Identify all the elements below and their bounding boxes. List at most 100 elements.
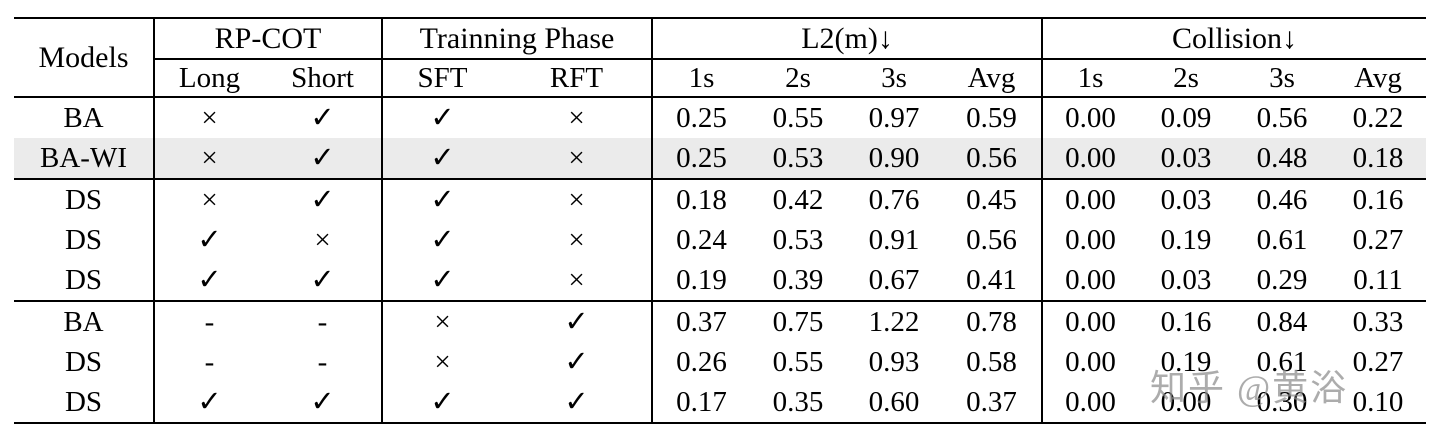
- data-cell: ✓: [197, 223, 222, 256]
- data-cell: 0.37: [652, 300, 750, 342]
- data-cell: 0.25: [676, 101, 727, 134]
- data-cell: ×: [201, 141, 218, 174]
- data-cell: 0.37: [942, 382, 1044, 423]
- data-cell: -: [154, 300, 264, 342]
- model-name-cell: DS: [14, 382, 155, 423]
- header-col-l2-3s: 3s: [846, 59, 942, 98]
- header-col-short: Short: [264, 59, 383, 98]
- data-cell: ×: [502, 178, 653, 220]
- data-cell: 0.27: [1352, 223, 1404, 256]
- data-cell: 0.16: [1138, 300, 1235, 342]
- data-cell: 0.67: [868, 263, 920, 296]
- data-cell: 0.56: [942, 220, 1044, 260]
- table-row: DS ✓ ✓ ✓ × 0.19 0.39 0.67 0.41 0.00 0.03 0.29 0.11: [14, 260, 1426, 301]
- data-cell: ✓: [430, 141, 455, 174]
- data-cell: 0.46: [1234, 178, 1331, 220]
- data-cell: 0.55: [772, 101, 824, 134]
- data-cell: -: [204, 345, 215, 378]
- data-cell: 0.53: [772, 223, 824, 256]
- header-col-sft: SFT: [382, 59, 502, 98]
- data-cell: 0.42: [750, 178, 846, 220]
- data-cell: 0.03: [1160, 141, 1212, 174]
- data-cell: ×: [502, 220, 653, 260]
- data-cell: ×: [434, 345, 451, 378]
- header-col-l2-2s: 2s: [750, 59, 846, 98]
- data-cell: ×: [382, 300, 502, 342]
- data-cell: 0.75: [750, 300, 846, 342]
- data-cell: 0.11: [1353, 263, 1403, 296]
- header-group-row: Models RP-COT Trainning Phase L2(m)↓ Col…: [14, 18, 1427, 98]
- data-cell: 0.56: [1256, 101, 1308, 134]
- data-cell: 0.03: [1160, 263, 1212, 296]
- model-name-cell: DS: [14, 178, 155, 220]
- results-table: Models RP-COT Trainning Phase L2(m)↓ Col…: [14, 17, 1427, 424]
- data-cell: 0.19: [1160, 345, 1212, 378]
- header-group-training-phase: Trainning Phase: [382, 18, 653, 60]
- data-cell: ✓: [502, 342, 653, 382]
- table-row: DS ✓ ✓ ✓ ✓ 0.17 0.35 0.60 0.37 0.00 0.00 0.30 0.10: [14, 382, 1426, 423]
- data-cell: 0.35: [772, 385, 824, 418]
- data-cell: 0.00: [1065, 101, 1116, 134]
- header-col-col-2s: 2s: [1138, 59, 1235, 98]
- data-cell: 0.61: [1256, 345, 1308, 378]
- data-cell: ✓: [264, 97, 383, 138]
- data-cell: ✓: [430, 263, 455, 296]
- data-cell: 0.76: [846, 178, 942, 220]
- header-group-l2: L2(m)↓: [652, 18, 1044, 60]
- model-name-cell: DS: [14, 220, 155, 260]
- header-col-col-1s: 1s: [1042, 59, 1139, 98]
- data-cell: 0.91: [868, 223, 920, 256]
- header-col-l2-1s: 1s: [652, 59, 750, 98]
- data-cell: ✓: [430, 223, 455, 256]
- data-cell: 0.19: [1160, 223, 1212, 256]
- data-cell: 0.22: [1352, 101, 1404, 134]
- data-cell: ×: [154, 178, 264, 220]
- data-cell: 0.00: [1065, 141, 1116, 174]
- table-row: DS × ✓ ✓ × 0.18 0.42 0.76 0.45 0.00 0.03 0.46 0.16: [14, 178, 1427, 220]
- data-cell: 0.29: [1256, 263, 1308, 296]
- header-models: Models: [14, 18, 155, 98]
- data-cell: 1.22: [846, 300, 942, 342]
- data-cell: ✓: [430, 101, 455, 134]
- data-cell: 0.93: [868, 345, 920, 378]
- data-cell: ×: [502, 138, 653, 179]
- data-cell: 0.45: [942, 178, 1044, 220]
- header-group-rpcot: RP-COT: [154, 18, 383, 60]
- data-cell: 0.78: [942, 300, 1044, 342]
- header-col-col-3s: 3s: [1234, 59, 1331, 98]
- table-row: BA - - × ✓ 0.37 0.75 1.22 0.78 0.00 0.16 0.84 0.33: [14, 300, 1427, 342]
- header-group-collision: Collision↓: [1042, 18, 1427, 60]
- data-cell: 0.25: [676, 141, 727, 174]
- data-cell: ✓: [197, 263, 222, 296]
- data-cell: 0.00: [1065, 223, 1116, 256]
- data-cell: 0.18: [652, 178, 750, 220]
- header-col-rft: RFT: [502, 59, 653, 98]
- data-cell: ×: [502, 260, 653, 301]
- data-cell: 0.90: [868, 141, 920, 174]
- data-cell: 0.48: [1256, 141, 1308, 174]
- data-cell: 0.53: [772, 141, 824, 174]
- data-cell: -: [264, 342, 383, 382]
- data-cell: 0.59: [942, 97, 1044, 138]
- data-cell: 0.39: [772, 263, 824, 296]
- header-col-long: Long: [154, 59, 264, 98]
- data-cell: 0.97: [868, 101, 920, 134]
- data-cell: 0.60: [868, 385, 920, 418]
- data-cell: 0.00: [1042, 300, 1139, 342]
- data-cell: 0.00: [1065, 345, 1116, 378]
- data-cell: ✓: [502, 300, 653, 342]
- data-cell: ✓: [264, 382, 383, 423]
- data-cell: ✓: [264, 178, 383, 220]
- data-cell: 0.61: [1256, 223, 1308, 256]
- data-cell: ✓: [197, 385, 222, 418]
- data-cell: 0.00: [1065, 263, 1116, 296]
- model-name-cell: DS: [14, 342, 155, 382]
- table-row: BA-WI × ✓ ✓ × 0.25 0.53 0.90 0.56 0.00 0.03 0.48 0.1…: [14, 138, 1427, 179]
- data-cell: 0.00: [1160, 385, 1212, 418]
- header-col-col-avg: Avg: [1330, 59, 1427, 98]
- data-cell: 0.55: [772, 345, 824, 378]
- table-body: BA × ✓ ✓ × 0.25 0.55 0.97 0.59 0.00 0.09 0.56 0.22 BA…: [14, 97, 1427, 423]
- paper-table-figure: Models RP-COT Trainning Phase L2(m)↓ Col…: [0, 17, 1440, 447]
- table-row: BA × ✓ ✓ × 0.25 0.55 0.97 0.59 0.00 0.09 0.56 0.22: [14, 97, 1426, 138]
- model-name-cell: DS: [14, 260, 155, 301]
